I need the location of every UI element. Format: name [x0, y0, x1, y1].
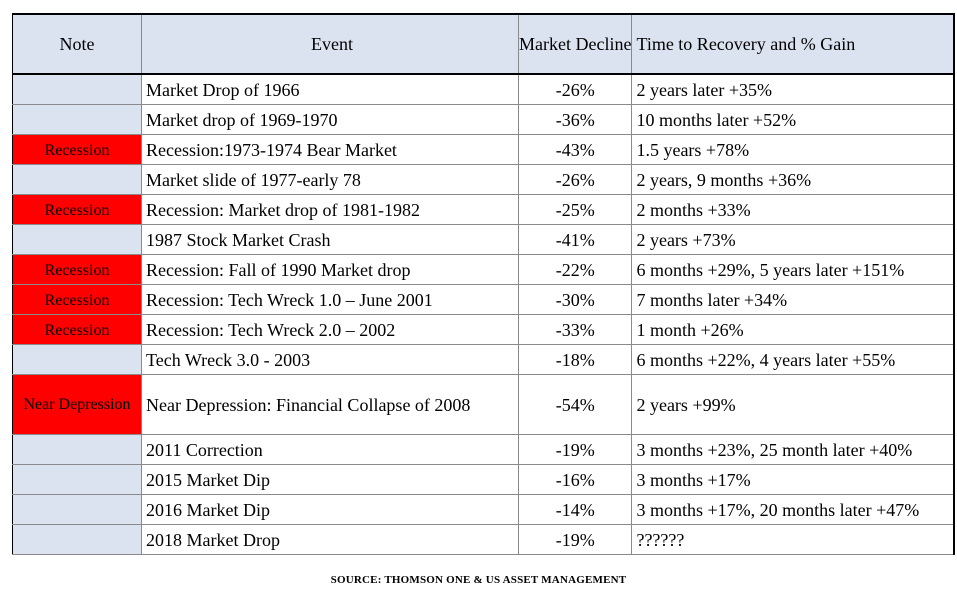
event-cell: 2015 Market Dip — [141, 464, 519, 495]
note-label: Recession — [44, 261, 110, 279]
header-event: Event — [141, 13, 519, 75]
market-decline-cell: -19% — [517, 524, 633, 555]
market-decline-cell: -41% — [517, 224, 633, 255]
note-cell: Recession — [12, 254, 142, 285]
market-decline-cell: -30% — [517, 284, 633, 315]
market-decline-cell: -26% — [517, 164, 633, 195]
event-cell: Recession: Market drop of 1981-1982 — [141, 194, 519, 225]
event-cell: 2011 Correction — [141, 434, 519, 465]
note-cell: Recession — [12, 284, 142, 315]
note-label: Recession — [44, 141, 110, 159]
market-decline-cell: -33% — [517, 314, 633, 345]
recovery-cell: 2 months +33% — [631, 194, 956, 225]
note-cell: Recession — [12, 134, 142, 165]
recovery-cell: 3 months +17% — [631, 464, 956, 495]
event-cell: Recession: Fall of 1990 Market drop — [141, 254, 519, 285]
recovery-cell: 2 years, 9 months +36% — [631, 164, 956, 195]
recovery-cell: 2 years later +35% — [631, 73, 956, 105]
note-cell — [12, 464, 142, 495]
event-cell: Market drop of 1969-1970 — [141, 104, 519, 135]
event-cell: Market slide of 1977-early 78 — [141, 164, 519, 195]
source-note: SOURCE: THOMSON ONE & US ASSET MANAGEMEN… — [330, 574, 627, 586]
recovery-cell: 2 years +99% — [631, 374, 956, 435]
header-time-to-recovery: Time to Recovery and % Gain — [631, 13, 956, 75]
market-decline-cell: -18% — [517, 344, 633, 375]
table-row: Market drop of 1969-1970 -36% 10 months la… — [12, 104, 956, 135]
note-cell — [12, 224, 142, 255]
note-label: Recession — [44, 291, 110, 309]
recovery-cell: 1 month +26% — [631, 314, 956, 345]
event-cell: 2016 Market Dip — [141, 494, 519, 525]
table-row: 1987 Stock Market Crash -41% 2 years +73% — [12, 224, 956, 255]
header-market-decline: Market Decline — [517, 13, 633, 75]
event-cell: Near Depression: Financial Collapse of 2… — [141, 374, 519, 435]
table-row: Recession Recession: Fall of 1990 Market … — [12, 254, 956, 285]
table-row: 2011 Correction -19% 3 months +23%, 25 mon… — [12, 434, 956, 465]
note-label: Near Depression — [23, 396, 131, 413]
market-decline-table: Note Event Market Decline Time to Recove… — [12, 13, 956, 555]
recovery-cell: ?????? — [631, 524, 956, 555]
note-cell — [12, 164, 142, 195]
recovery-cell: 1.5 years +78% — [631, 134, 956, 165]
market-decline-cell: -26% — [517, 73, 633, 105]
market-decline-cell: -14% — [517, 494, 633, 525]
market-decline-cell: -54% — [517, 374, 633, 435]
note-cell: Recession — [12, 194, 142, 225]
recovery-cell: 7 months later +34% — [631, 284, 956, 315]
table-row: 2018 Market Drop -19%?????? — [12, 524, 956, 555]
table-row: Recession Recession: Tech Wreck 2.0 – 200… — [12, 314, 956, 345]
note-cell — [12, 73, 142, 105]
header-note: Note — [12, 13, 142, 75]
note-cell — [12, 104, 142, 135]
recovery-cell: 6 months +29%, 5 years later +151% — [631, 254, 956, 285]
event-cell: Tech Wreck 3.0 - 2003 — [141, 344, 519, 375]
note-label: Recession — [44, 201, 110, 219]
table-row: Market Drop of 1966 -26% 2 years later +35… — [12, 73, 956, 105]
table-row: 2016 Market Dip -14% 3 months +17%, 20 mon… — [12, 494, 956, 525]
recovery-cell: 2 years +73% — [631, 224, 956, 255]
event-cell: 2018 Market Drop — [141, 524, 519, 555]
note-cell — [12, 434, 142, 465]
event-cell: Recession: Tech Wreck 1.0 – June 2001 — [141, 284, 519, 315]
recovery-cell: 3 months +17%, 20 months later +47% — [631, 494, 956, 525]
event-cell: Market Drop of 1966 — [141, 73, 519, 105]
event-cell: Recession: Tech Wreck 2.0 – 2002 — [141, 314, 519, 345]
recovery-cell: 10 months later +52% — [631, 104, 956, 135]
table-row: Tech Wreck 3.0 - 2003 -18% 6 months +22%, … — [12, 344, 956, 375]
table-row: 2015 Market Dip -16% 3 months +17% — [12, 464, 956, 495]
recovery-cell: 3 months +23%, 25 month later +40% — [631, 434, 956, 465]
market-decline-cell: -25% — [517, 194, 633, 225]
event-cell: Recession:1973-1974 Bear Market — [141, 134, 519, 165]
market-decline-cell: -36% — [517, 104, 633, 135]
market-decline-cell: -16% — [517, 464, 633, 495]
market-decline-cell: -43% — [517, 134, 633, 165]
table-row: Recession Recession: Market drop of 1981-… — [12, 194, 956, 225]
market-decline-cell: -22% — [517, 254, 633, 285]
market-decline-cell: -19% — [517, 434, 633, 465]
table-row: Market slide of 1977-early 78 -26% 2 years… — [12, 164, 956, 195]
note-cell — [12, 524, 142, 555]
note-cell: Recession — [12, 314, 142, 345]
table-row: Recession Recession: Tech Wreck 1.0 – Jun… — [12, 284, 956, 315]
note-cell — [12, 494, 142, 525]
note-cell — [12, 344, 142, 375]
table-row: Recession Recession:1973-1974 Bear Market… — [12, 134, 956, 165]
header-row: Note Event Market Decline Time to Recove… — [12, 13, 956, 75]
note-label: Recession — [44, 321, 110, 339]
event-cell: 1987 Stock Market Crash — [141, 224, 519, 255]
note-cell: Near Depression — [12, 374, 142, 435]
recovery-cell: 6 months +22%, 4 years later +55% — [631, 344, 956, 375]
table-row: Near Depression Near Depression: Financia… — [12, 374, 956, 435]
